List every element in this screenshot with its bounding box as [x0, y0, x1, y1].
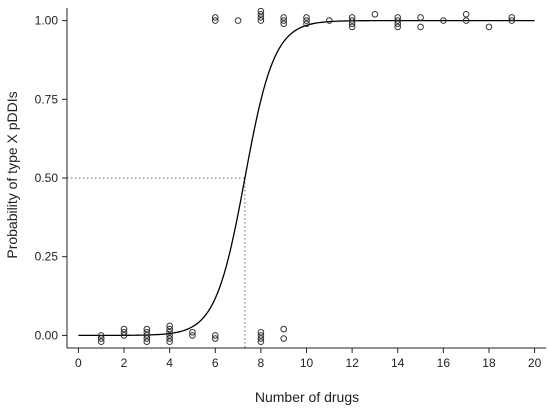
data-point [143, 335, 151, 342]
x-tick-label: 8 [258, 356, 265, 370]
data-point [257, 335, 265, 342]
data-point [97, 335, 105, 342]
data-point [257, 338, 265, 346]
data-point [462, 10, 470, 18]
data-point [166, 322, 173, 330]
y-axis-label: Probability of type X pDDIs [4, 91, 20, 258]
x-tick-label: 0 [75, 356, 82, 370]
data-point [348, 20, 356, 28]
data-point [166, 328, 173, 336]
x-axis-ticks: 0 2 4 6 8 10 12 14 16 18 20 [75, 348, 542, 370]
data-point [440, 17, 447, 24]
data-point [166, 332, 173, 339]
data-point [303, 17, 310, 24]
y-tick-label: 0.75 [35, 92, 59, 106]
data-points [97, 7, 516, 346]
data-point [257, 10, 265, 18]
x-tick-label: 18 [482, 356, 496, 370]
data-point [211, 335, 219, 342]
x-tick-label: 20 [528, 356, 542, 370]
fitted-curve-layer [78, 19, 535, 337]
data-point [508, 17, 516, 24]
data-point [303, 14, 310, 21]
data-point [257, 14, 265, 21]
data-point [326, 17, 333, 24]
x-tick-label: 4 [166, 356, 173, 370]
data-point [189, 332, 196, 339]
data-point [280, 335, 287, 342]
data-point [280, 17, 287, 24]
data-point [166, 325, 173, 333]
data-point [189, 328, 196, 336]
data-point [143, 338, 151, 346]
data-point [303, 20, 310, 28]
data-point [348, 23, 356, 31]
x-tick-label: 12 [345, 356, 359, 370]
data-point [417, 23, 424, 31]
data-point [257, 332, 265, 339]
data-point [257, 328, 265, 336]
data-point [143, 332, 151, 339]
y-tick-label: 0.00 [35, 328, 59, 342]
data-point [462, 17, 470, 24]
data-point [234, 17, 242, 24]
data-point [394, 14, 402, 21]
y-tick-label: 0.50 [35, 171, 59, 185]
y-axis-ticks: 0.00 0.25 0.50 0.75 1.00 [35, 14, 67, 342]
data-point [394, 23, 402, 31]
fitted-logistic-curve [78, 19, 535, 337]
data-point [211, 14, 219, 21]
x-axis-label: Number of drugs [255, 389, 359, 405]
reference-lines [67, 177, 246, 348]
x-tick-label: 14 [391, 356, 405, 370]
axes [66, 8, 546, 349]
data-point [166, 338, 173, 346]
data-point [211, 332, 219, 339]
data-point [508, 14, 516, 21]
data-point [394, 17, 402, 24]
x-tick-label: 16 [437, 356, 451, 370]
data-point [280, 325, 287, 333]
data-point [120, 332, 128, 339]
data-point [257, 7, 265, 15]
data-point [97, 332, 105, 339]
data-point [485, 23, 493, 31]
data-point [143, 328, 151, 336]
data-point [120, 325, 128, 333]
data-point [371, 10, 379, 18]
data-point [166, 335, 173, 342]
data-point [280, 20, 287, 28]
y-tick-label: 1.00 [35, 14, 59, 28]
data-point [348, 17, 356, 24]
data-point [257, 17, 265, 24]
data-point [143, 325, 151, 333]
data-point [348, 14, 356, 21]
data-point [280, 14, 287, 21]
data-point [120, 328, 128, 336]
x-tick-label: 2 [121, 356, 128, 370]
x-tick-label: 6 [212, 356, 219, 370]
data-point [211, 17, 219, 24]
x-tick-label: 10 [300, 356, 314, 370]
y-tick-label: 0.25 [35, 250, 59, 264]
data-point [417, 14, 424, 21]
data-point [394, 20, 402, 28]
data-point [97, 338, 105, 346]
